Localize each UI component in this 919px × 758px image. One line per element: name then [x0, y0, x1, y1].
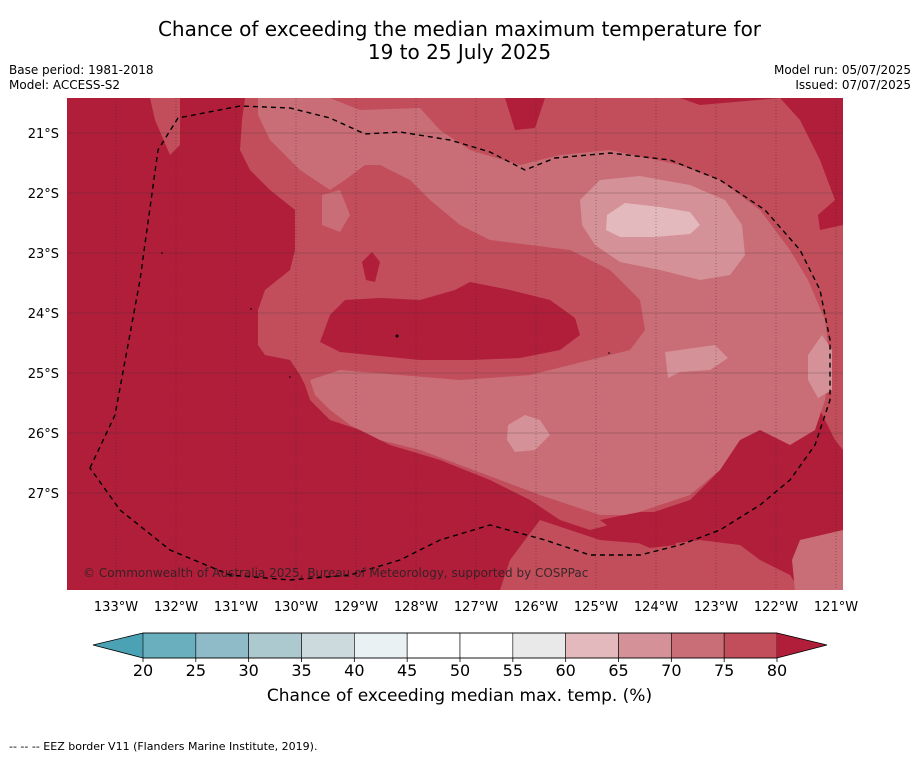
eez-legend-note: -- -- -- EEZ border V11 (Flanders Marine…	[9, 740, 318, 753]
colorbar-bin	[248, 632, 302, 659]
colorbar-bin	[565, 632, 619, 659]
colorbar-bin	[195, 632, 249, 659]
colorbar-tick-label: 60	[555, 661, 575, 680]
title-line-1: Chance of exceeding the median maximum t…	[157, 17, 762, 41]
colorbar-bin	[459, 632, 514, 659]
contour-70-75-southeast	[792, 530, 843, 590]
colorbar-extend-below	[93, 633, 143, 658]
colorbar-bin	[671, 632, 725, 659]
issued-date: Issued: 07/07/2025	[795, 78, 911, 92]
lon-label: 128°W	[394, 600, 438, 615]
colorbar-bin	[512, 632, 566, 659]
contour-70-75-west	[322, 190, 350, 232]
colorbar-tick-label: 20	[133, 661, 153, 680]
contour-above-80-islet	[362, 252, 380, 282]
model-run: Model run: 05/07/2025	[773, 63, 911, 77]
lat-label: 21°S	[28, 127, 59, 142]
lat-label: 22°S	[28, 187, 59, 202]
lon-label: 124°W	[634, 600, 678, 615]
colorbar-tick-label: 30	[238, 661, 258, 680]
colorbar-tick-label: 70	[661, 661, 681, 680]
colorbar-bin	[354, 632, 408, 659]
lat-label: 27°S	[28, 487, 59, 502]
graticule	[67, 132, 843, 494]
contour-above-80-south	[600, 512, 686, 548]
title-line-2: 19 to 25 July 2025	[367, 40, 552, 64]
latitude-labels: 21°S 22°S 23°S 24°S 25°S 26°S 27°S	[28, 127, 59, 502]
contour-65-70-small-b	[507, 415, 550, 452]
colorbar-tick-label: 35	[291, 661, 311, 680]
meta-left: Base period: 1981-2018 Model: ACCESS-S2	[9, 63, 154, 93]
contour-65-70-small-a	[665, 345, 728, 378]
lon-label: 132°W	[154, 600, 198, 615]
lon-label: 122°W	[754, 600, 798, 615]
colorbar-bins	[142, 632, 778, 659]
colorbar-tick-label: 45	[397, 661, 417, 680]
lat-label: 24°S	[28, 307, 59, 322]
colorbar-tick-label: 55	[503, 661, 523, 680]
colorbar-tick-label: 80	[767, 661, 787, 680]
map-field	[67, 98, 843, 590]
lon-label: 123°W	[694, 600, 738, 615]
colorbar-ticks: 20 25 30 35 40 45 50 55 60 65 70 75 80	[133, 658, 787, 680]
eez-border	[89, 105, 831, 581]
contour-above-80-inner	[320, 282, 580, 360]
colorbar-tick-label: 50	[450, 661, 470, 680]
base-period: Base period: 1981-2018	[9, 63, 154, 77]
islands	[161, 252, 610, 378]
colorbar-tick-label: 25	[186, 661, 206, 680]
lat-label: 26°S	[28, 427, 59, 442]
colorbar-tick-label: 40	[344, 661, 364, 680]
colorbar-tick-label: 65	[608, 661, 628, 680]
contour-60-65	[606, 203, 700, 237]
lon-label: 127°W	[454, 600, 498, 615]
map-title: Chance of exceeding the median maximum t…	[0, 18, 919, 64]
colorbar: 20 25 30 35 40 45 50 55 60 65 70 75 80	[92, 632, 828, 680]
colorbar-label: Chance of exceeding median max. temp. (%…	[266, 686, 653, 706]
copyright-notice: © Commonwealth of Australia 2025, Bureau…	[83, 566, 588, 580]
lon-label: 130°W	[274, 600, 318, 615]
lon-label: 133°W	[94, 600, 138, 615]
colorbar-bin	[406, 632, 461, 659]
longitude-labels: 133°W 132°W 131°W 130°W 129°W 128°W 127°W 126°W…	[94, 600, 858, 615]
model-name: Model: ACCESS-S2	[9, 78, 121, 92]
colorbar-extend-above	[777, 633, 827, 658]
contour-65-70-small-c	[808, 335, 832, 398]
meridians	[115, 98, 837, 590]
lon-label: 126°W	[514, 600, 558, 615]
colorbar-tick-label: 75	[714, 661, 734, 680]
colorbar-bin	[618, 632, 672, 659]
meta-right: Model run: 05/07/2025 Issued: 07/07/2025	[774, 63, 911, 93]
lat-label: 25°S	[28, 367, 59, 382]
lon-label: 121°W	[814, 600, 858, 615]
lon-label: 129°W	[334, 600, 378, 615]
colorbar-bin	[142, 632, 197, 659]
lon-label: 131°W	[214, 600, 258, 615]
colorbar-bin	[723, 632, 778, 659]
colorbar-bin	[301, 632, 355, 659]
lon-label: 125°W	[574, 600, 618, 615]
lat-label: 23°S	[28, 247, 59, 262]
contour-75-80-south	[500, 520, 800, 590]
